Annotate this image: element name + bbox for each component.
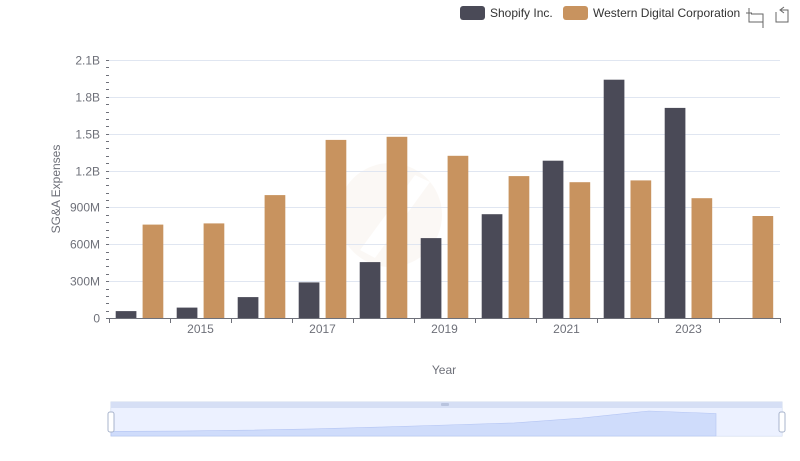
legend-item-shopify[interactable]: Shopify Inc. xyxy=(460,6,553,20)
legend-item-western-digital[interactable]: Western Digital Corporation xyxy=(563,6,740,20)
bar-shopify-2015[interactable] xyxy=(176,307,198,318)
x-axis-title: Year xyxy=(432,363,456,377)
undo-arrow-icon[interactable] xyxy=(775,6,789,23)
legend-swatch xyxy=(460,6,485,20)
x-axis-ticks: 2015 2017 2019 2021 2023 xyxy=(109,318,781,336)
x-tick-label: 2019 xyxy=(431,322,458,336)
y-tick-label: 1.2B xyxy=(75,165,100,179)
bar-shopify-2022[interactable] xyxy=(603,79,625,318)
bar-western-digital-2019[interactable] xyxy=(447,155,469,318)
y-tick-label: 0 xyxy=(93,312,100,326)
x-tick-label: 2017 xyxy=(309,322,336,336)
bar-shopify-2016[interactable] xyxy=(237,297,259,318)
slider-handle-left[interactable] xyxy=(107,411,115,433)
y-axis-title: SG&A Expenses xyxy=(49,145,63,234)
y-tick-label: 600M xyxy=(70,238,100,252)
y-tick-label: 2.1B xyxy=(75,54,100,68)
legend-label: Western Digital Corporation xyxy=(593,6,740,20)
bar-western-digital-2023[interactable] xyxy=(691,198,713,318)
bar-shopify-2017[interactable] xyxy=(298,282,320,318)
slider-data-preview xyxy=(110,410,717,437)
bar-western-digital-2016[interactable] xyxy=(264,195,286,318)
legend-swatch xyxy=(563,6,588,20)
bar-western-digital-2021[interactable] xyxy=(569,182,591,318)
y-axis-tick-labels: 0 300M 600M 900M 1.2B 1.5B 1.8B 2.1B xyxy=(70,54,100,326)
bar-western-digital-2014[interactable] xyxy=(142,224,164,318)
bar-western-digital-2015[interactable] xyxy=(203,223,225,318)
x-tick-label: 2021 xyxy=(553,322,580,336)
legend: Shopify Inc. Western Digital Corporation xyxy=(460,6,740,20)
slider-handle-right[interactable] xyxy=(778,411,786,433)
legend-label: Shopify Inc. xyxy=(490,6,553,20)
bars xyxy=(115,79,774,319)
bar-shopify-2014[interactable] xyxy=(115,311,137,318)
x-tick-label: 2023 xyxy=(675,322,702,336)
y-tick-label: 300M xyxy=(70,275,100,289)
y-tick-label: 900M xyxy=(70,201,100,215)
y-tick-label: 1.5B xyxy=(75,128,100,142)
bar-shopify-2023[interactable] xyxy=(664,107,686,319)
bar-western-digital-2018[interactable] xyxy=(386,136,408,318)
data-zoom-slider[interactable] xyxy=(107,401,786,437)
x-tick-label: 2015 xyxy=(187,322,214,336)
bar-shopify-2018[interactable] xyxy=(359,262,381,318)
bar-shopify-2021[interactable] xyxy=(542,160,564,318)
bar-western-digital-2017[interactable] xyxy=(325,139,347,318)
bar-shopify-2020[interactable] xyxy=(481,214,503,318)
y-tick-label: 1.8B xyxy=(75,91,100,105)
bar-western-digital-2022[interactable] xyxy=(630,180,652,318)
bar-western-digital-2024[interactable] xyxy=(752,216,774,318)
slider-move-handle[interactable] xyxy=(441,403,449,406)
bar-western-digital-2020[interactable] xyxy=(508,176,530,318)
zoom-crop-icon[interactable] xyxy=(746,8,764,28)
bar-shopify-2019[interactable] xyxy=(420,238,442,318)
y-axis-minor-ticks xyxy=(106,60,109,319)
